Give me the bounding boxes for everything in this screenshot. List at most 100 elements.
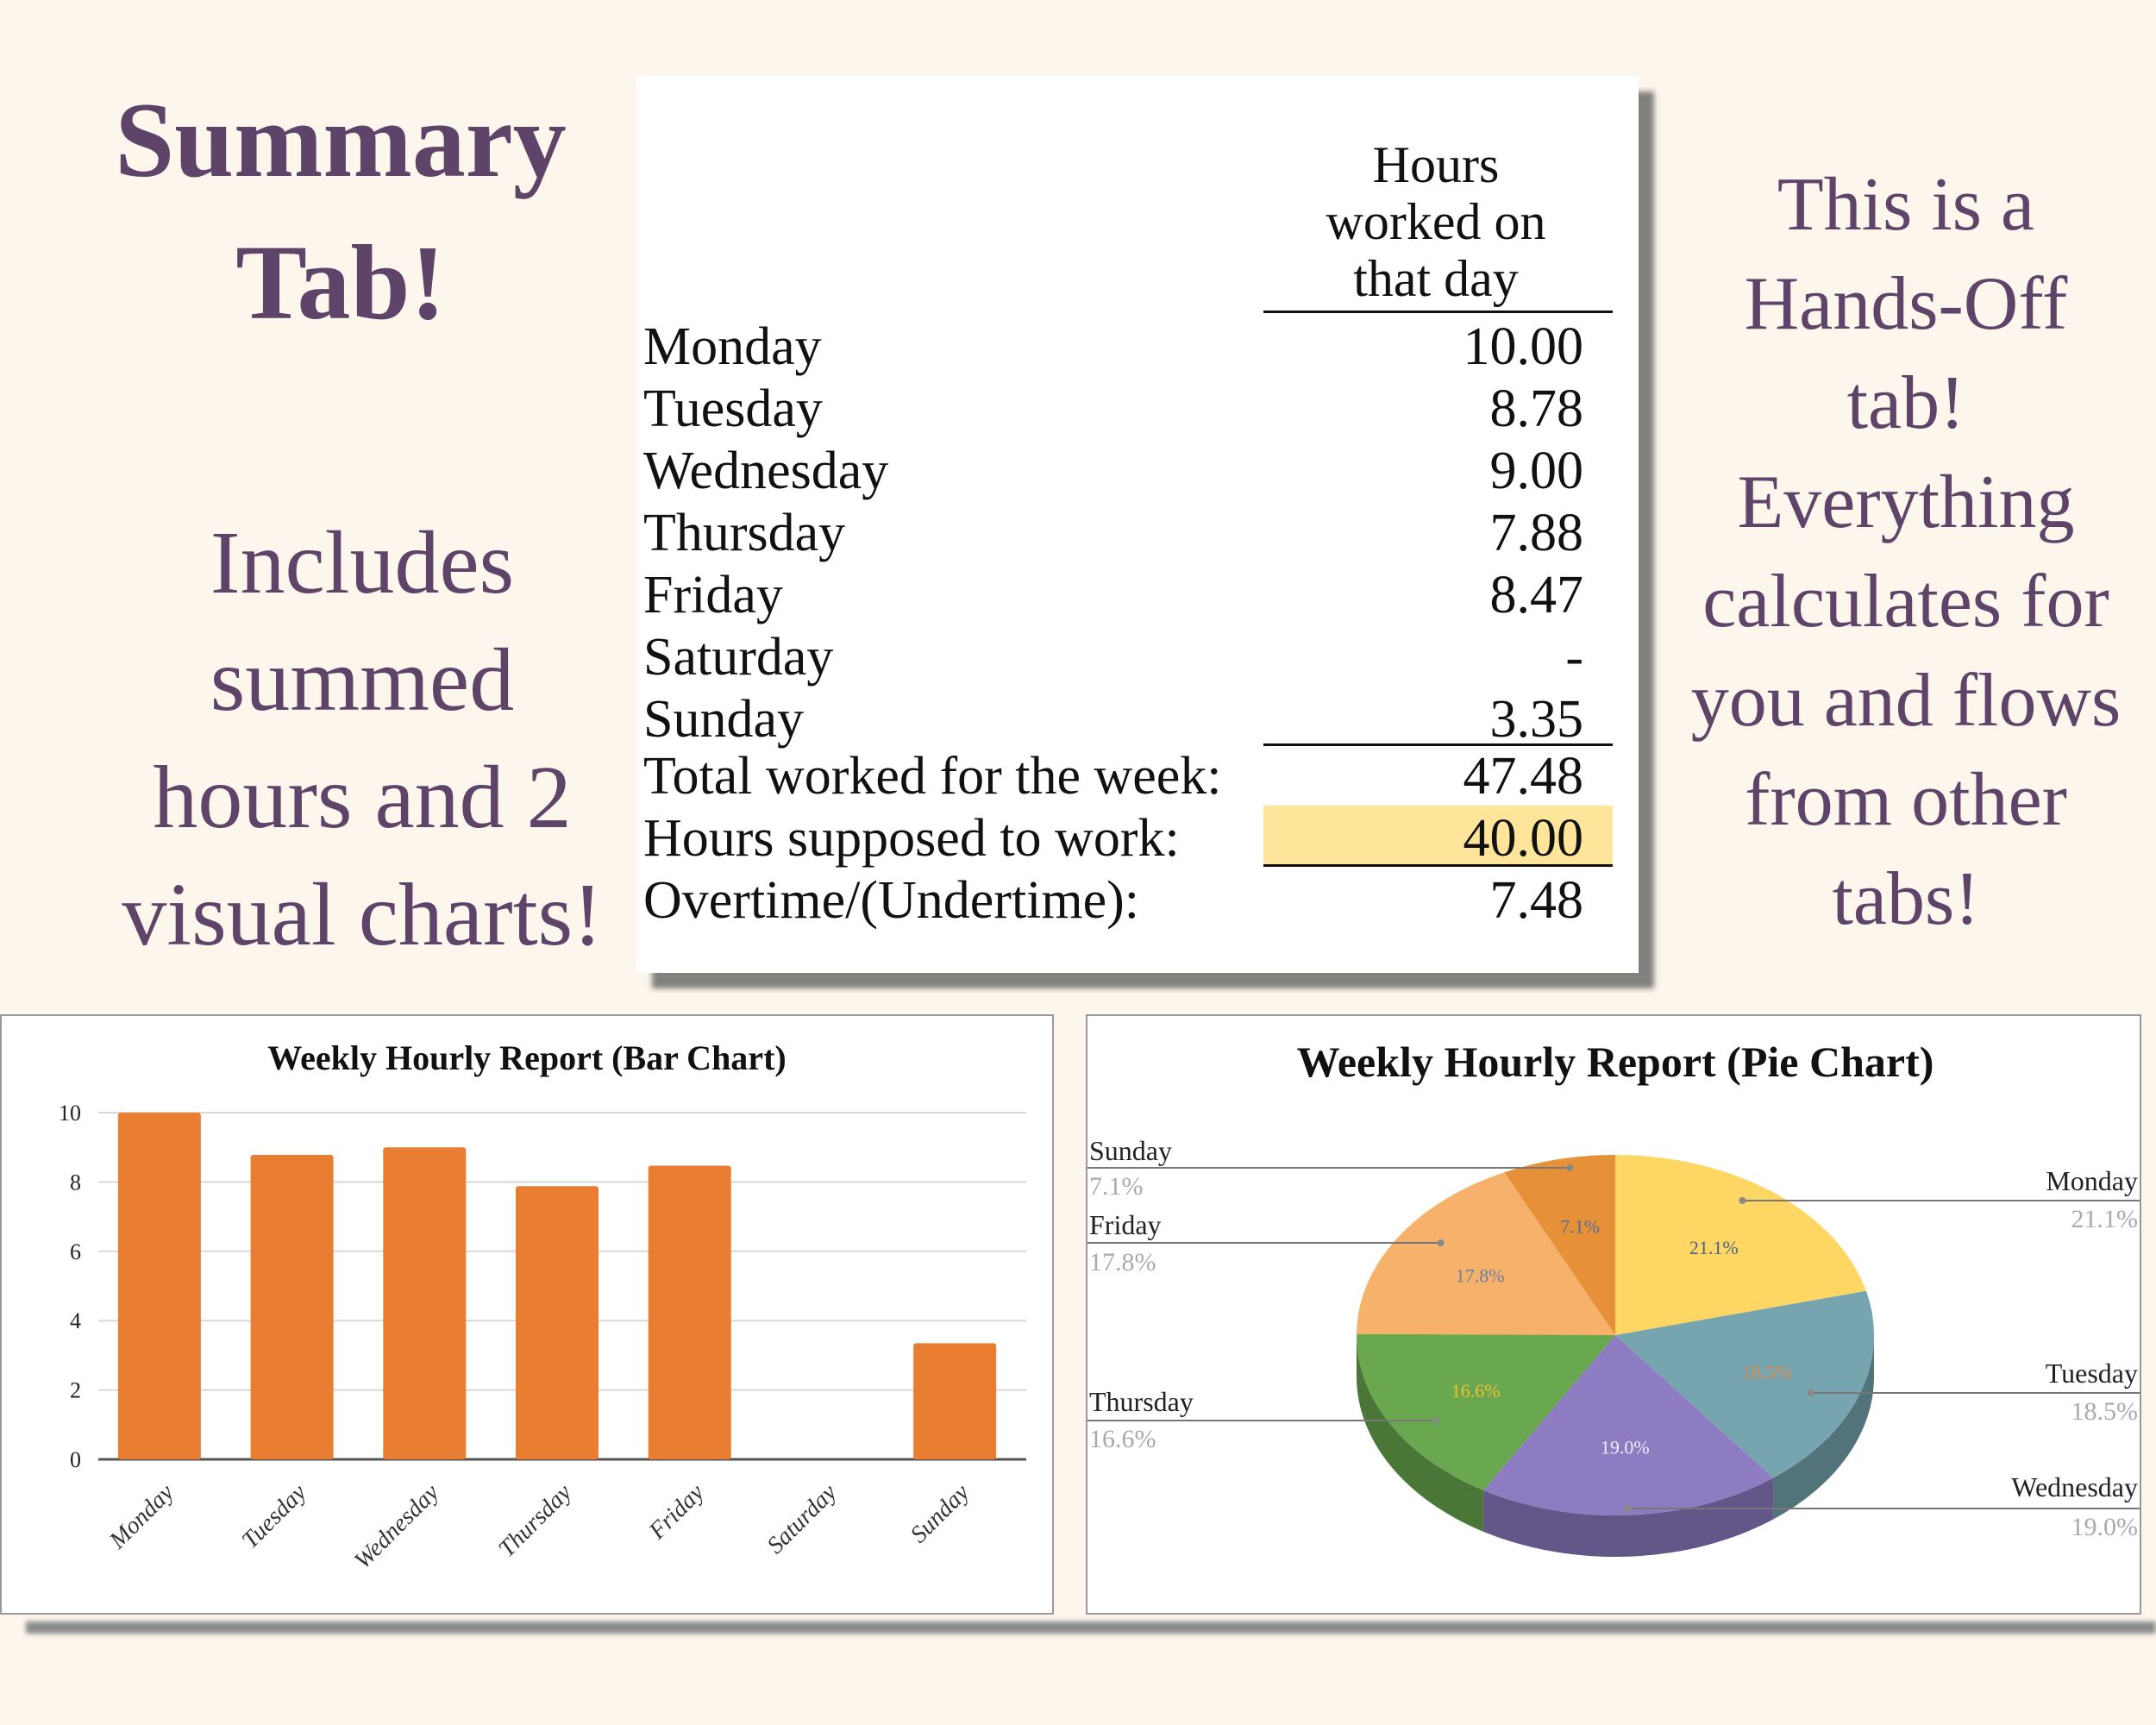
row-value: 8.78 xyxy=(1489,380,1584,438)
text-line: calculates for xyxy=(1702,560,2109,643)
bar[interactable] xyxy=(117,1113,201,1459)
bar-chart: Weekly Hourly Report (Bar Chart) 0 2 4 6 8 10… xyxy=(0,1014,1054,1615)
leader-dot xyxy=(1432,1417,1439,1424)
row-value: 9.00 xyxy=(1489,442,1584,500)
x-tick-label: Saturday xyxy=(762,1479,843,1559)
summary-table: Hours worked on that day Monday 10.00 Tues… xyxy=(636,76,1639,973)
callout-percent: 16.6% xyxy=(1089,1425,1156,1453)
callout-label: Thursday xyxy=(1089,1386,1194,1417)
text-line: tab! xyxy=(1846,361,1965,445)
header-line: worked on xyxy=(1326,193,1546,250)
pie-slice-side xyxy=(1773,1335,1874,1520)
row-label: Friday xyxy=(643,566,783,624)
x-tick-label: Tuesday xyxy=(237,1479,312,1554)
callout-percent: 18.5% xyxy=(2071,1397,2139,1426)
pie-slice[interactable] xyxy=(1357,1172,1615,1335)
bar[interactable] xyxy=(648,1165,731,1459)
bar[interactable] xyxy=(383,1147,467,1459)
pie-chart: Weekly Hourly Report (Pie Chart) 21.1% 18… xyxy=(1086,1014,2141,1615)
bar-chart-title: Weekly Hourly Report (Bar Chart) xyxy=(267,1038,786,1077)
x-tick-label: Friday xyxy=(643,1479,710,1546)
slice-percent-label: 17.8% xyxy=(1456,1264,1505,1286)
callout-percent: 19.0% xyxy=(2071,1513,2139,1541)
title-line: Tab! xyxy=(235,223,446,342)
row-value: - xyxy=(1565,628,1583,687)
charts-shadow xyxy=(26,1622,2156,1634)
pie-slice[interactable] xyxy=(1504,1155,1615,1335)
text-line: summed xyxy=(210,630,515,730)
pie-slice-side xyxy=(1483,1477,1774,1557)
y-tick-label: 4 xyxy=(70,1308,81,1333)
y-tick-label: 2 xyxy=(70,1378,81,1403)
hands-off-note: This is a Hands-Off tab! Everything calc… xyxy=(1673,155,2139,949)
slice-percent-label: 16.6% xyxy=(1451,1380,1501,1402)
callout-percent: 21.1% xyxy=(2071,1205,2139,1233)
y-tick-label: 8 xyxy=(70,1170,81,1195)
pie-slice-side xyxy=(1357,1335,1484,1532)
table-row: Thursday 7.88 xyxy=(643,502,1583,564)
slice-percent-label: 7.1% xyxy=(1560,1216,1600,1238)
row-value: 7.48 xyxy=(1489,871,1584,930)
x-tick-label: Monday xyxy=(103,1479,179,1555)
callout-label: Monday xyxy=(2046,1165,2138,1196)
table-row: Monday 10.00 xyxy=(643,316,1583,378)
row-label: Tuesday xyxy=(643,380,823,438)
callout-percent: 17.8% xyxy=(1089,1248,1156,1276)
callout-percent: 7.1% xyxy=(1089,1172,1144,1201)
callout-label: Friday xyxy=(1089,1209,1162,1240)
text-line: hours and 2 xyxy=(153,748,572,847)
row-label: Overtime/(Undertime): xyxy=(643,871,1140,930)
slice-percent-label: 21.1% xyxy=(1689,1237,1739,1258)
row-label: Saturday xyxy=(643,628,834,687)
row-label: Thursday xyxy=(643,504,846,562)
title-line: Summary xyxy=(115,81,567,199)
text-line: Includes xyxy=(210,513,515,612)
column-header: Hours worked on that day xyxy=(1259,136,1613,307)
leader-dot xyxy=(1807,1389,1814,1396)
table-row: Tuesday 8.78 xyxy=(643,378,1583,440)
table-row: Sunday 3.35 xyxy=(643,688,1583,750)
row-value: 3.35 xyxy=(1489,690,1584,749)
total-divider xyxy=(1263,743,1613,746)
row-value: 47.48 xyxy=(1463,747,1584,806)
pie-slice[interactable] xyxy=(1357,1333,1615,1490)
bar[interactable] xyxy=(250,1155,334,1459)
bar[interactable] xyxy=(913,1343,997,1459)
expected-divider xyxy=(1263,864,1613,867)
leader-dot xyxy=(1739,1197,1746,1204)
table-row: Saturday - xyxy=(643,626,1583,688)
pie-slice[interactable] xyxy=(1615,1290,1874,1478)
page-title: Summary Tab! xyxy=(95,69,586,354)
x-tick-label: Wednesday xyxy=(349,1479,445,1575)
pie-chart-title: Weekly Hourly Report (Pie Chart) xyxy=(1297,1038,1934,1086)
pie-slice[interactable] xyxy=(1483,1335,1774,1515)
row-label: Sunday xyxy=(643,690,804,749)
text-line: Hands-Off xyxy=(1744,262,2068,346)
row-label: Monday xyxy=(643,317,822,376)
bar-chart-svg: Weekly Hourly Report (Bar Chart) 0 2 4 6 8 10… xyxy=(59,1038,1026,1575)
callout-label: Tuesday xyxy=(2046,1358,2138,1389)
leader-dot xyxy=(1566,1164,1574,1171)
x-tick-label: Sunday xyxy=(906,1479,975,1549)
table-row: Friday 8.47 xyxy=(643,564,1583,626)
slice-percent-label: 19.0% xyxy=(1601,1436,1650,1458)
header-line: Hours xyxy=(1372,136,1500,193)
row-label: Hours supposed to work: xyxy=(643,809,1180,868)
text-line: you and flows xyxy=(1690,659,2122,743)
text-line: This is a xyxy=(1777,163,2035,247)
pie-slice[interactable] xyxy=(1615,1155,1866,1335)
row-label: Wednesday xyxy=(643,442,889,500)
row-label: Total worked for the week: xyxy=(643,747,1222,806)
y-tick-label: 6 xyxy=(70,1239,81,1264)
y-tick-label: 10 xyxy=(59,1101,81,1126)
leader-dot xyxy=(1624,1505,1632,1512)
header-line: that day xyxy=(1353,250,1519,307)
header-divider xyxy=(1263,310,1613,313)
expected-hours-highlight xyxy=(1263,806,1613,864)
bar[interactable] xyxy=(516,1186,599,1459)
pie-chart-svg: Weekly Hourly Report (Pie Chart) 21.1% 18… xyxy=(1087,1038,2140,1557)
text-line: visual charts! xyxy=(122,865,603,964)
text-line: Everything xyxy=(1737,461,2075,544)
row-value[interactable]: 40.00 xyxy=(1463,809,1584,868)
y-tick-label: 0 xyxy=(70,1447,81,1472)
